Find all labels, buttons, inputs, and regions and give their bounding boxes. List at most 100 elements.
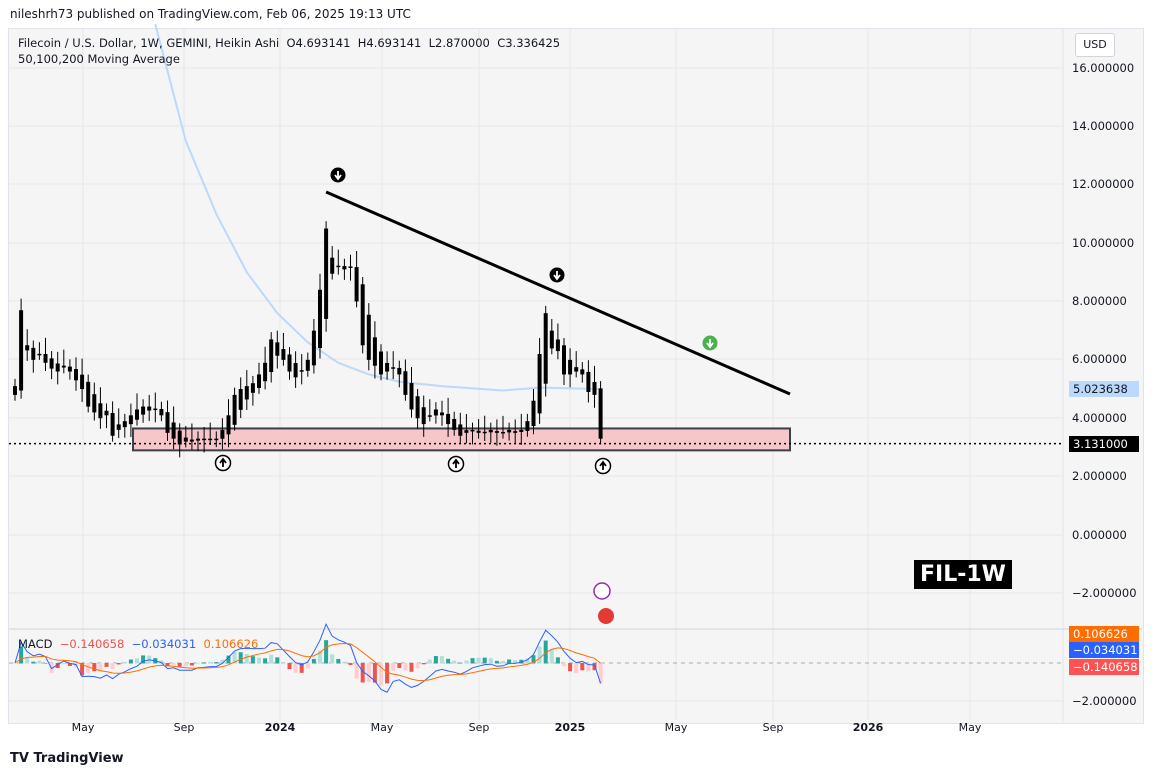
candle-body — [299, 370, 304, 372]
macd-histogram-bar — [525, 658, 530, 664]
candle-body — [580, 369, 585, 375]
macd-histogram-bar — [318, 650, 322, 664]
price-axis-label: 14.000000 — [1072, 119, 1135, 133]
arrow-down-icon-glyph — [553, 271, 561, 281]
candle-body — [165, 412, 170, 433]
candle-body — [226, 415, 231, 435]
time-axis-label: May — [664, 721, 688, 734]
arrow-up-icon-glyph — [452, 458, 460, 468]
macd-histogram-bar — [104, 663, 109, 667]
candle-body — [238, 389, 243, 410]
time-axis-label: 2025 — [554, 721, 586, 734]
tv-logo-icon: 𝗧𝗩 — [10, 751, 34, 766]
macd-histogram-bar — [55, 663, 60, 669]
macd-value-3: 0.106626 — [203, 637, 259, 651]
ohlc-open: O4.693141 — [286, 36, 351, 50]
macd-histogram-bar — [446, 658, 451, 664]
candle-body — [49, 358, 54, 369]
macd-value-2: −0.034031 — [131, 637, 197, 651]
time-axis-label: 2026 — [852, 721, 884, 734]
tradingview-logo[interactable]: 𝗧𝗩 TradingView — [10, 751, 124, 766]
candle-body — [446, 413, 451, 425]
macd-histogram-bar — [43, 663, 48, 664]
candle-body — [141, 406, 146, 415]
candle-body — [318, 289, 322, 349]
candle-body — [80, 374, 85, 390]
candle-body — [537, 354, 542, 414]
macd-histogram-bar — [555, 657, 560, 664]
macd-histogram-bar — [440, 656, 444, 664]
macd-histogram-bar — [403, 663, 408, 671]
macd-histogram-bar — [250, 656, 255, 664]
price-axis-label: 2.000000 — [1072, 469, 1127, 483]
candle-body — [330, 257, 335, 274]
macd-histogram-bar — [433, 656, 438, 664]
candle-body — [305, 359, 310, 371]
macd-histogram-bar — [98, 663, 103, 671]
candle-body — [440, 412, 444, 416]
macd-title: MACD — [18, 637, 53, 651]
time-axis-label: May — [370, 721, 394, 734]
macd-histogram-bar — [208, 661, 213, 664]
time-axis-label: May — [71, 721, 95, 734]
candle-body — [147, 406, 152, 411]
macd-histogram-bar — [202, 662, 207, 664]
time-axis-label: Sep — [762, 721, 784, 734]
macd-histogram-bar — [80, 663, 85, 676]
macd-histogram-bar — [305, 663, 310, 669]
macd-hist-tag: 0.106626 — [1069, 626, 1139, 642]
candle-body — [92, 394, 97, 413]
resistance-trendline — [325, 190, 791, 396]
us-flag-event-icon — [598, 608, 614, 624]
macd-line-tag: −0.140658 — [1069, 659, 1139, 675]
macd-histogram-bar — [293, 663, 298, 673]
candle-body — [122, 421, 127, 428]
candle-body — [98, 403, 103, 419]
macd-histogram-bar — [19, 646, 24, 664]
candle-body — [348, 266, 353, 268]
macd-histogram-bar — [159, 660, 164, 664]
candle-body — [208, 438, 213, 441]
moving-average-line — [154, 23, 601, 392]
macd-histogram-bar — [543, 640, 548, 664]
candle-body — [397, 367, 402, 375]
arrow-down-icon-glyph — [334, 171, 342, 181]
macd-histogram-bar — [348, 663, 353, 666]
candle-body — [549, 330, 554, 349]
candle-body — [543, 313, 548, 384]
indicator-label[interactable]: 50,100,200 Moving Average — [18, 52, 180, 66]
candle-body — [421, 407, 426, 425]
macd-histogram-bar — [116, 663, 121, 665]
macd-histogram-bar — [501, 660, 505, 664]
candle-body — [415, 396, 420, 419]
currency-button[interactable]: USD — [1075, 33, 1115, 57]
candle-body — [31, 347, 36, 360]
candle-body — [598, 388, 603, 439]
candle-body — [287, 354, 292, 372]
macd-histogram-bar — [92, 663, 97, 672]
candle-body — [427, 415, 432, 417]
candle-body — [336, 265, 341, 268]
candle-body — [488, 429, 493, 433]
price-axis-label: 4.000000 — [1072, 411, 1127, 425]
candle-body — [482, 431, 487, 434]
time-axis-label: May — [958, 721, 982, 734]
last-price-tag: 3.131000 — [1069, 436, 1139, 452]
price-axis-label: 0.000000 — [1072, 528, 1127, 542]
candle-body — [372, 337, 377, 366]
candle-body — [196, 438, 200, 441]
macd-histogram-bar — [494, 660, 499, 664]
macd-histogram-bar — [513, 660, 518, 664]
macd-histogram-bar — [263, 658, 268, 664]
green-arrow-down-icon-glyph — [706, 339, 714, 349]
candle-body — [220, 429, 225, 439]
macd-signal-tag: −0.034031 — [1069, 642, 1139, 658]
arrow-up-icon-glyph — [599, 460, 607, 470]
ohlc-close: C3.336425 — [497, 36, 561, 50]
macd-histogram-bar — [531, 655, 536, 664]
candle-body — [37, 353, 42, 356]
candle-body — [555, 339, 560, 352]
macd-histogram-bar — [385, 663, 390, 684]
macd-histogram-bar — [232, 651, 237, 664]
